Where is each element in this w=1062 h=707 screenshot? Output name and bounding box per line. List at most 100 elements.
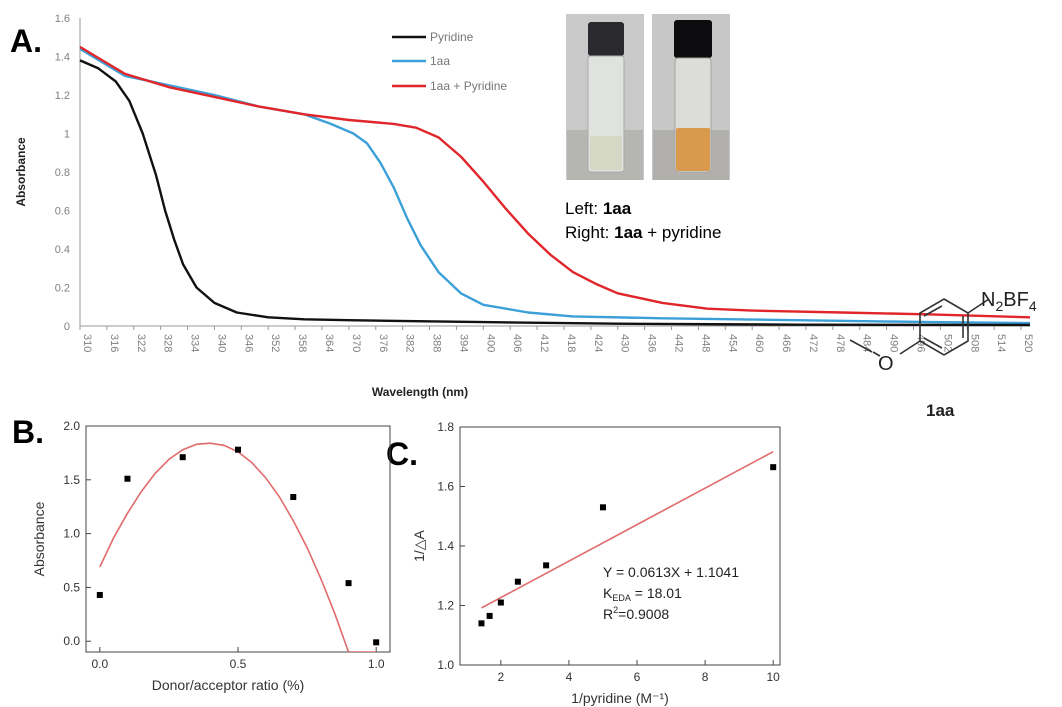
diazonium-label: N2BF4 (981, 289, 1037, 314)
x-tick-label-a: 364 (323, 334, 335, 352)
y-tick-label-b: 1.5 (63, 473, 80, 487)
x-tick-label-a: 478 (834, 334, 846, 352)
y-axis-title-a: Absorbance (14, 137, 28, 207)
data-point-c (599, 504, 606, 511)
uv-vis-spectrum-chart: 0 0.2 0.4 0.6 0.8 1 1.2 1.4 1.6 310 316 322 328 334 34… (14, 13, 1034, 399)
x-tick-label-a: 448 (699, 334, 711, 352)
legend-a: Pyridine 1aa 1aa + Pyridine (392, 30, 507, 93)
bond-to-diazonium (967, 298, 990, 314)
benesi-hildebrand-chart: 1.0 1.2 1.4 1.6 1.8 2 4 6 8 10 1/△A 1/pyridine (M⁻¹… (411, 420, 781, 706)
y-axis-title-c: 1/△A (411, 529, 427, 561)
x-tick-label-a: 436 (646, 334, 658, 352)
y-tick-label-a: 0.4 (55, 244, 70, 256)
1aa-spectrum-line (79, 47, 1031, 325)
data-point-b (96, 591, 103, 598)
oxygen-label: O (878, 353, 894, 375)
x-tick-label-a: 412 (538, 334, 550, 352)
y-tick-label-c: 1.0 (437, 658, 454, 672)
x-tick-label-b: 1.0 (368, 657, 385, 671)
y-tick-label-b: 2.0 (63, 419, 80, 433)
x-tick-label-a: 352 (269, 334, 281, 352)
vial-photo-left (566, 14, 644, 180)
r-squared-line: R2=0.9008 (603, 605, 669, 622)
caption-right: Right: 1aa + pyridine (565, 223, 721, 242)
data-point-c (486, 612, 493, 619)
pyridine-spectrum-line (79, 59, 1031, 327)
y-tick-label-a: 1.6 (55, 13, 70, 25)
linear-fit-line (481, 450, 774, 609)
x-tick-label-a: 322 (135, 334, 147, 352)
y-tick-label-b: 0.0 (63, 634, 80, 648)
data-point-b (235, 446, 241, 453)
job-plot-chart: 0.0 0.5 1.0 1.5 2.0 0.0 0.5 1.0 Absorbance Donor/… (31, 419, 391, 693)
x-tick-label-a: 424 (592, 334, 604, 352)
x-tick-label-a: 388 (431, 334, 443, 352)
x-tick-label-a: 418 (565, 334, 577, 352)
panel-label-c: C. (386, 436, 418, 472)
y-tick-label-a: 1.4 (55, 52, 70, 64)
x-tick-label-a: 328 (162, 334, 174, 352)
x-tick-label-a: 400 (484, 334, 496, 352)
x-tick-label-a: 382 (404, 334, 416, 352)
quadratic-fit-curve (99, 442, 377, 652)
y-tick-label-b: 0.5 (63, 580, 80, 594)
data-point-b (373, 639, 380, 646)
x-tick-label-c: 2 (498, 670, 505, 684)
y-tick-label-a: 0 (64, 321, 70, 333)
chemical-structure-1aa: N2BF4 O 1aa (849, 289, 1037, 420)
mixture-spectrum-line (79, 45, 1031, 319)
plot-frame-c (459, 426, 781, 666)
x-tick-label-b: 0.5 (230, 657, 247, 671)
x-tick-label-c: 8 (702, 670, 709, 684)
y-tick-label-a: 0.6 (55, 206, 70, 218)
plot-frame-b (85, 425, 391, 653)
y-tick-label-c: 1.2 (437, 599, 454, 613)
x-tick-label-a: 340 (215, 334, 227, 352)
y-tick-label-c: 1.4 (437, 539, 454, 553)
x-axis-title-c: 1/pyridine (M⁻¹) (571, 690, 669, 706)
x-tick-label-a: 394 (457, 334, 469, 352)
x-tick-label-a: 460 (753, 334, 765, 352)
x-tick-label-a: 316 (108, 334, 120, 352)
x-tick-label-a: 358 (296, 334, 308, 352)
x-tick-label-a: 376 (377, 334, 389, 352)
x-tick-label-a: 334 (189, 334, 201, 352)
data-point-c (514, 578, 521, 585)
x-tick-label-a: 430 (619, 334, 631, 352)
fit-equation: Y = 0.0613X + 1.1041 KEDA = 18.01 R2=0.9… (603, 564, 739, 622)
x-tick-label-b: 0.0 (91, 657, 108, 671)
x-tick-label-a: 466 (780, 334, 792, 352)
y-tick-label-a: 1 (64, 129, 70, 141)
data-point-c (497, 599, 504, 606)
x-tick-label-a: 514 (995, 334, 1007, 352)
y-tick-label-c: 1.6 (437, 480, 454, 494)
legend-label-mix: 1aa + Pyridine (430, 79, 507, 93)
k-eda-line: KEDA = 18.01 (603, 585, 682, 603)
x-tick-label-a: 406 (511, 334, 523, 352)
x-tick-label-a: 370 (350, 334, 362, 352)
y-tick-label-c: 1.8 (437, 420, 454, 434)
x-tick-label-a: 310 (81, 334, 93, 352)
x-tick-label-a: 346 (242, 334, 254, 352)
bond-methyl (849, 339, 873, 353)
x-tick-label-c: 10 (767, 670, 781, 684)
x-tick-label-a: 442 (673, 334, 685, 352)
x-tick-label-a: 490 (888, 334, 900, 352)
x-axis-title-a: Wavelength (nm) (372, 385, 468, 399)
bond-to-oxygen (899, 340, 921, 355)
compound-label: 1aa (926, 401, 955, 420)
y-tick-label-a: 0.2 (55, 283, 70, 295)
y-axis-title-b: Absorbance (31, 501, 47, 576)
panel-label-b: B. (12, 414, 44, 450)
data-point-b (345, 580, 352, 587)
y-tick-label-b: 1.0 (63, 527, 80, 541)
legend-label-pyridine: Pyridine (430, 30, 474, 44)
panel-label-a: A. (10, 23, 42, 59)
equation-line: Y = 0.0613X + 1.1041 (603, 564, 739, 580)
x-tick-label-a: 502 (941, 334, 953, 352)
x-tick-label-a: 454 (726, 334, 738, 352)
x-tick-label-c: 6 (634, 670, 641, 684)
x-axis-title-b: Donor/acceptor ratio (%) (152, 677, 305, 693)
data-point-c (478, 620, 485, 627)
x-tick-label-a: 520 (1022, 334, 1034, 352)
